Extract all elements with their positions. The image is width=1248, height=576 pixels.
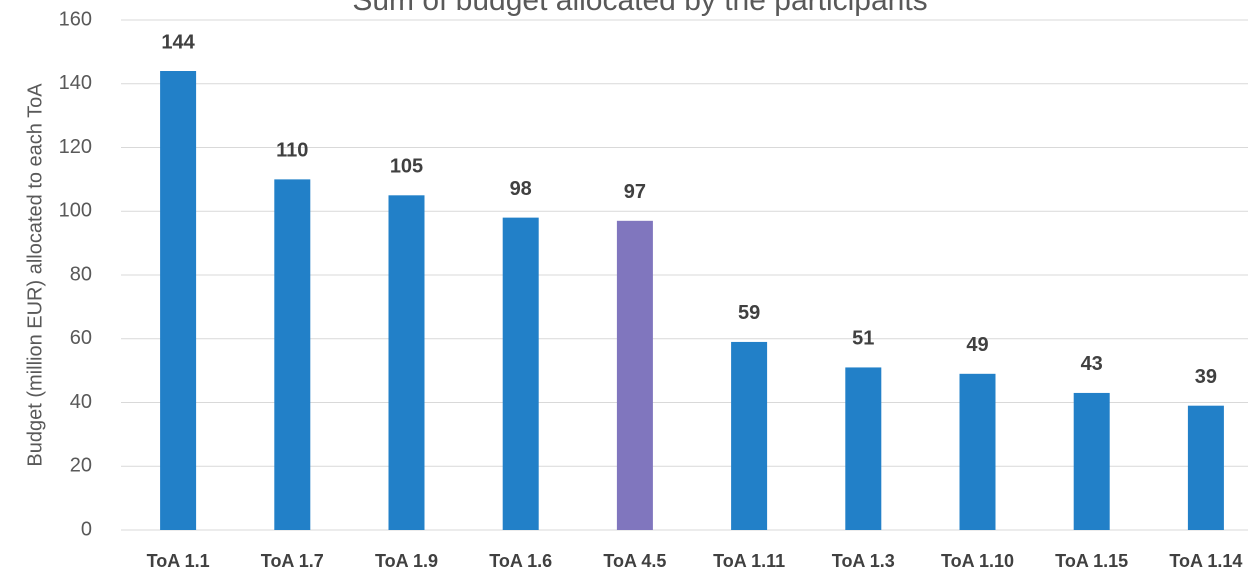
data-label: 39 — [1195, 366, 1217, 388]
y-tick-label: 0 — [81, 518, 92, 540]
bar — [502, 217, 539, 530]
y-tick-label: 40 — [70, 391, 92, 413]
data-label: 59 — [738, 302, 760, 324]
x-tick-label: ToA 1.7 — [261, 551, 324, 571]
data-label: 105 — [390, 156, 423, 178]
data-label: 51 — [852, 328, 874, 350]
bar — [1187, 405, 1224, 530]
y-tick-label: 160 — [59, 8, 92, 30]
data-label: 98 — [510, 178, 532, 200]
data-label: 110 — [276, 140, 308, 162]
y-axis-label: Budget (million EUR) allocated to each T… — [24, 83, 46, 467]
y-tick-label: 60 — [70, 327, 92, 349]
chart-title: Sum of budget allocated by the participa… — [352, 0, 927, 17]
bar — [959, 373, 996, 530]
data-label: 144 — [161, 31, 195, 53]
x-tick-label: ToA 1.1 — [147, 551, 210, 571]
x-tick-label: ToA 1.15 — [1055, 551, 1128, 571]
y-tick-label: 120 — [59, 136, 92, 158]
data-label: 97 — [624, 181, 646, 203]
x-tick-label: ToA 1.9 — [375, 551, 438, 571]
x-tick-label: ToA 1.11 — [713, 551, 785, 571]
y-tick-label: 140 — [59, 72, 92, 94]
bar — [616, 220, 653, 530]
data-label: 49 — [966, 334, 988, 356]
bar — [388, 195, 425, 530]
bar — [1073, 392, 1110, 530]
bar — [274, 179, 311, 530]
x-tick-label: ToA 1.6 — [489, 551, 552, 571]
x-tick-label: ToA 1.14 — [1169, 551, 1242, 571]
x-tick-label: ToA 1.10 — [941, 551, 1014, 571]
x-tick-label: ToA 1.3 — [832, 551, 895, 571]
bar — [160, 71, 197, 530]
bar — [845, 367, 882, 530]
x-tick-label: ToA 4.5 — [603, 551, 666, 571]
bar — [731, 341, 768, 530]
y-tick-label: 80 — [70, 263, 92, 285]
y-tick-label: 20 — [70, 455, 92, 477]
y-tick-label: 100 — [59, 200, 92, 222]
data-label: 43 — [1081, 353, 1103, 375]
